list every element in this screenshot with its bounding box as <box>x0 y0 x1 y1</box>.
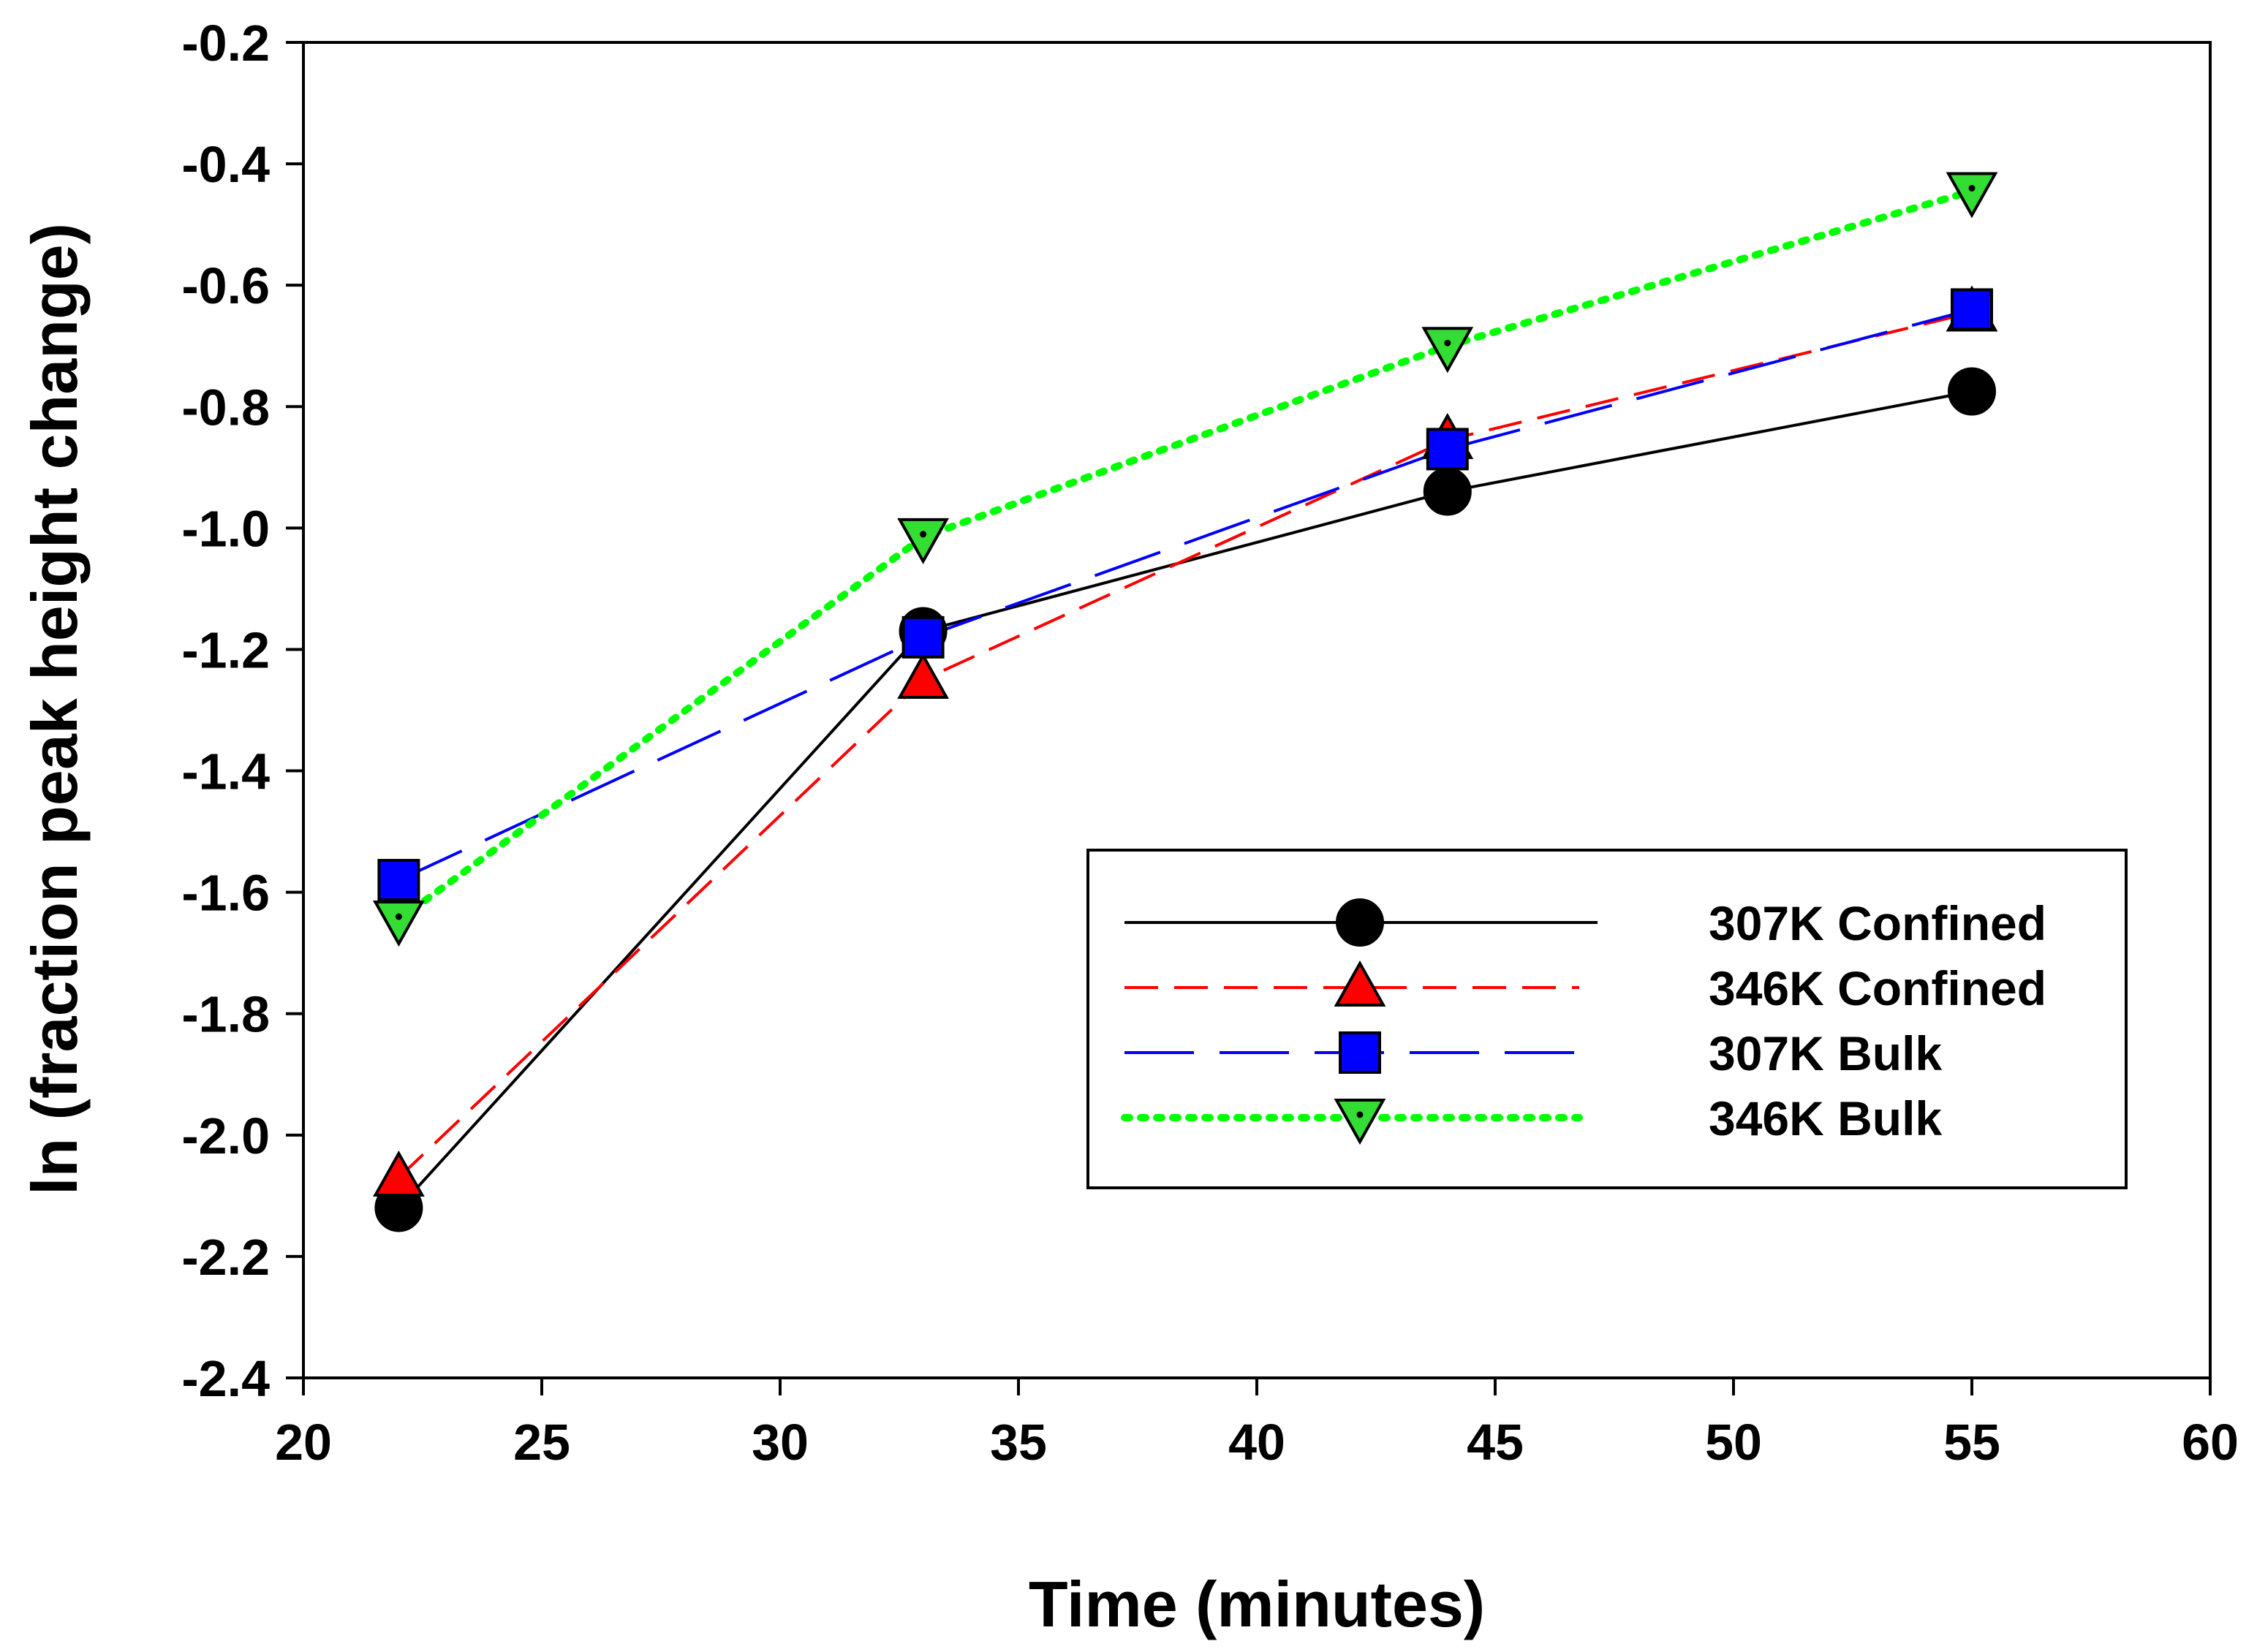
legend-label: 346K Confined <box>1709 961 2046 1015</box>
y-tick-label: -1.6 <box>181 865 270 922</box>
data-point-series-4-shape <box>1421 327 1474 374</box>
data-point-series-4-center-dot <box>920 531 927 538</box>
series-markers <box>372 172 1998 1232</box>
y-axis-title: ln (fraction peak height change) <box>18 223 91 1195</box>
y-tick-label: -1.2 <box>181 621 270 678</box>
y-tick-label: -0.2 <box>181 15 270 72</box>
legend-marker <box>1334 1099 1386 1145</box>
y-tick-label: -0.8 <box>181 379 270 436</box>
data-point-series-4 <box>1421 327 1474 374</box>
data-point-series-4-center-dot <box>395 913 402 920</box>
data-point-series-3 <box>901 615 945 659</box>
y-tick-label: -0.4 <box>181 136 270 193</box>
legend-label: 307K Bulk <box>1709 1026 1942 1080</box>
x-axis-title: Time (minutes) <box>1029 1568 1485 1640</box>
legend-item: 346K Confined <box>1124 960 2046 1015</box>
data-point-series-4-shape <box>1946 172 1998 219</box>
legend-marker-center-dot <box>1356 1111 1364 1118</box>
data-point-series-1 <box>1948 367 1996 416</box>
series-line-3 <box>398 308 1973 882</box>
data-point-series-4 <box>897 518 950 564</box>
y-tick-label: -2.0 <box>181 1107 270 1164</box>
data-point-series-4 <box>1946 172 1998 219</box>
x-tick-label: 60 <box>2182 1414 2239 1471</box>
y-tick-label: -2.4 <box>181 1350 270 1407</box>
legend-marker <box>1334 960 1386 1007</box>
y-tick-label: -0.6 <box>181 257 270 314</box>
y-tick-label: -1.8 <box>181 986 270 1043</box>
data-point-series-4-shape <box>372 901 425 947</box>
legend-item: 346K Bulk <box>1121 1091 1942 1145</box>
series-line-4 <box>395 187 1976 924</box>
data-point-series-4-shape <box>897 518 950 564</box>
series-line-2 <box>398 311 1973 1179</box>
data-point-series-2 <box>897 652 950 699</box>
x-tick-label: 40 <box>1228 1414 1285 1471</box>
data-point-series-4-center-dot <box>1968 184 1976 192</box>
x-axis: 20 25 30 35 40 45 50 55 60 <box>275 1378 2239 1471</box>
legend-label: 346K Bulk <box>1709 1091 1942 1145</box>
data-point-series-2 <box>372 1150 425 1197</box>
y-axis: -2.4 -2.2 -2.0 -1.8 -1.6 -1.4 -1.2 -1.0 -0.8 -0.6… <box>181 15 303 1407</box>
legend-marker <box>1336 898 1384 947</box>
x-tick-label: 35 <box>990 1414 1047 1471</box>
data-point-series-1 <box>1423 467 1472 516</box>
x-tick-label: 30 <box>752 1414 809 1471</box>
data-point-series-4 <box>372 901 425 947</box>
x-tick-label: 50 <box>1705 1414 1762 1471</box>
legend: 307K Confined 346K Confined 307K Bulk 346K … <box>1086 849 2128 1189</box>
legend-label: 307K Confined <box>1709 896 2046 950</box>
y-tick-label: -1.0 <box>181 500 270 557</box>
data-point-series-3 <box>1951 288 1993 331</box>
legend-marker <box>1339 1031 1381 1074</box>
series-lines <box>395 187 1976 1209</box>
x-tick-label: 45 <box>1467 1414 1524 1471</box>
data-point-series-3 <box>1426 428 1469 471</box>
legend-item: 307K Confined <box>1124 896 2046 950</box>
x-tick-label: 20 <box>275 1414 332 1471</box>
x-tick-label: 25 <box>513 1414 570 1471</box>
y-tick-label: -1.4 <box>181 743 270 800</box>
legend-marker-shape <box>1334 1099 1386 1145</box>
data-point-series-3 <box>377 859 420 902</box>
legend-item: 307K Bulk <box>1124 1026 1942 1080</box>
y-tick-label: -2.2 <box>181 1229 270 1286</box>
data-point-series-4-center-dot <box>1444 339 1451 346</box>
legend-box <box>1086 849 2128 1189</box>
x-tick-label: 55 <box>1943 1414 2000 1471</box>
